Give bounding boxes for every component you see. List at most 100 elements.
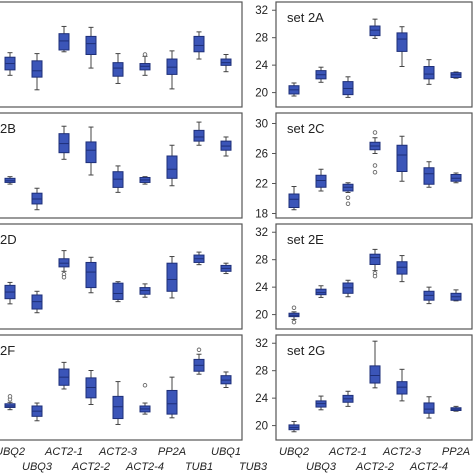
box-body [112, 62, 124, 77]
outlier-point [345, 201, 351, 206]
box-ACT2-1 [58, 361, 70, 390]
x-category-label: UBQ2 [279, 446, 309, 458]
box-UBQ2 [4, 176, 16, 185]
outlier-point [372, 130, 378, 135]
box-body [369, 365, 381, 384]
box-UBQ2 [4, 394, 16, 411]
outlier-point [345, 195, 351, 200]
box-body [193, 129, 205, 142]
x-category-label: ACT2-2 [355, 461, 394, 473]
box-ACT2-4 [423, 161, 435, 188]
x-category-label: ACT2-4 [125, 461, 164, 473]
box-ACT2-4 [139, 176, 151, 185]
box-ACT2-1 [342, 390, 354, 407]
box-ACT2-2 [369, 340, 381, 389]
box-ACT2-3 [396, 135, 408, 182]
box-PP2A [166, 50, 178, 90]
box-body [396, 144, 408, 172]
box-UBQ2 [288, 186, 300, 211]
box-TUB1 [193, 121, 205, 146]
y-tick-label: 18 [255, 209, 268, 221]
box-PP2A [166, 376, 178, 419]
box-body [423, 66, 435, 80]
box-UBQ3 [31, 402, 43, 422]
box-body [166, 262, 178, 292]
outlier-point [291, 305, 297, 310]
panel-label: set 2E [287, 232, 324, 247]
y-tick-label: 32 [255, 227, 268, 239]
box-body [193, 35, 205, 53]
box-ACT2-2 [85, 126, 97, 176]
box-TUB1 [193, 251, 205, 266]
box-ACT2-4 [423, 286, 435, 305]
box-UBQ3 [315, 395, 327, 411]
panel-2: 20 24 28 32 set 2A [255, 1, 473, 108]
box-PP2A [166, 144, 178, 187]
box-UBQ2 [288, 420, 300, 433]
box-ACT2-1 [58, 125, 70, 160]
x-category-label: ACT2-4 [409, 461, 448, 473]
x-category-label: ACT2-1 [44, 446, 83, 458]
panel-6: 20 24 28 32 set 2E [255, 223, 473, 330]
box-ACT2-2 [369, 18, 381, 39]
box-body [166, 155, 178, 179]
outlier-point [196, 347, 202, 353]
x-category-label: PP2A [442, 446, 470, 458]
panel-7: 2F [0, 334, 243, 441]
y-tick-label: 30 [255, 119, 268, 131]
box-body [315, 288, 327, 296]
box-TUB1 [193, 347, 205, 375]
box-ACT2-4 [423, 59, 435, 85]
y-tick-label: 28 [255, 366, 268, 378]
panel-4: 18 22 26 30 set 2C [255, 112, 473, 221]
x-category-label: PP2A [158, 446, 186, 458]
box-ACT2-3 [396, 368, 408, 402]
box-body [315, 174, 327, 188]
panel-1 [0, 1, 243, 108]
box-body [166, 389, 178, 415]
box-UBQ3 [31, 53, 43, 91]
box-body [31, 60, 43, 78]
box-ACT2-2 [85, 369, 97, 406]
outlier-point [372, 163, 378, 168]
box-PP2A [450, 289, 462, 302]
box-ACT2-4 [139, 283, 151, 298]
box-UBQ2 [288, 82, 300, 97]
box-body [85, 261, 97, 289]
box-body [85, 35, 97, 56]
box-ACT2-3 [112, 165, 124, 193]
box-ACT2-3 [112, 381, 124, 425]
box-body [369, 25, 381, 37]
panel-label: set 2G [287, 343, 325, 358]
box-UBQ3 [31, 290, 43, 314]
box-ACT2-2 [369, 248, 381, 279]
panel-5: 2D [0, 223, 243, 330]
box-PP2A [166, 256, 178, 299]
box-UBQ2 [4, 52, 16, 76]
box-UBQ1 [220, 54, 232, 73]
box-body [112, 282, 124, 300]
outlier-point [291, 319, 297, 325]
box-body [58, 33, 70, 51]
box-ACT2-1 [58, 25, 70, 53]
box-ACT2-1 [58, 250, 70, 280]
y-tick-label: 26 [255, 149, 268, 161]
outlier-point [7, 394, 13, 399]
x-category-label: UBQ3 [306, 461, 337, 473]
y-tick-label: 20 [255, 88, 268, 100]
y-tick-label: 32 [255, 5, 268, 17]
box-ACT2-3 [112, 281, 124, 303]
y-tick-label: 20 [255, 421, 268, 433]
box-UBQ3 [315, 168, 327, 192]
x-category-label: ACT2-1 [328, 446, 367, 458]
panel-label: 2B [0, 121, 16, 136]
y-tick-label: 24 [255, 393, 268, 405]
y-tick-label: 32 [255, 338, 268, 350]
x-category-label: UBQ3 [22, 461, 53, 473]
box-ACT2-3 [112, 53, 124, 84]
x-category-label: ACT2-3 [98, 446, 138, 458]
box-ACT2-4 [139, 52, 151, 76]
box-ACT2-2 [85, 26, 97, 69]
box-ACT2-2 [85, 256, 97, 294]
